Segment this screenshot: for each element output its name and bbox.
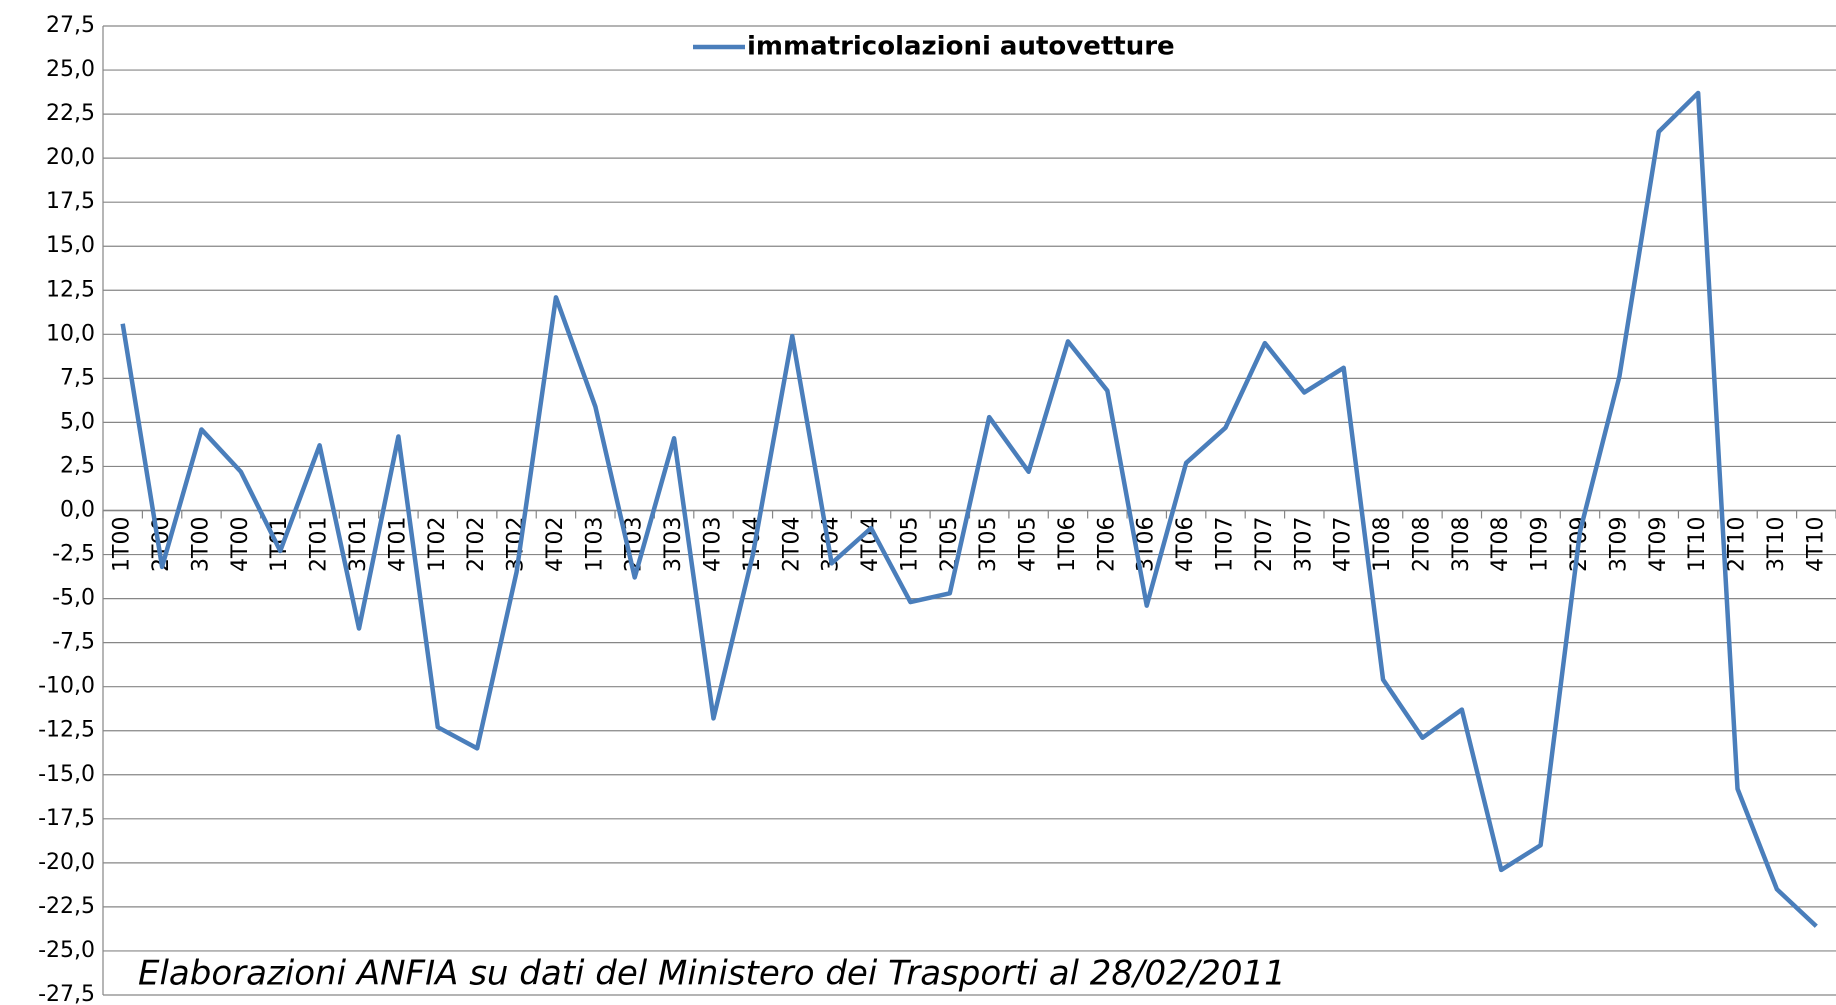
x-tick-label: 4T05 — [1016, 517, 1041, 572]
x-tick-label: 4T08 — [1488, 517, 1513, 572]
x-tick-label: 4T07 — [1331, 517, 1356, 572]
annotation: Elaborazioni ANFIA su dati del Ministero… — [138, 954, 1286, 994]
x-tick-label: 1T02 — [425, 517, 450, 572]
y-tick-label: 12,5 — [46, 277, 95, 302]
x-tick-label: 1T03 — [582, 517, 607, 572]
x-tick-label: 2T01 — [307, 517, 332, 572]
y-tick-label: 25,0 — [46, 57, 95, 82]
legend-label: immatricolazioni autovetture — [747, 32, 1175, 62]
x-tick-label: 3T00 — [188, 517, 213, 572]
x-tick-label: 1T00 — [110, 517, 135, 572]
y-tick-label: 27,5 — [46, 13, 95, 38]
x-tick-label: 2T10 — [1725, 517, 1750, 572]
x-tick-label: 4T01 — [385, 517, 410, 572]
x-tick-label: 1T07 — [1213, 517, 1238, 572]
x-tick-label: 4T00 — [228, 517, 253, 572]
y-tick-label: 20,0 — [46, 145, 95, 170]
y-tick-label: 5,0 — [60, 409, 95, 434]
y-tick-label: -27,5 — [38, 982, 95, 1005]
y-tick-label: -5,0 — [52, 586, 95, 611]
x-tick-label: 4T03 — [700, 517, 725, 572]
x-tick-label: 1T05 — [897, 517, 922, 572]
y-tick-label: 22,5 — [46, 101, 95, 126]
x-tick-label: 3T08 — [1449, 517, 1474, 572]
x-tick-label: 3T07 — [1291, 517, 1316, 572]
x-tick-label: 2T04 — [779, 517, 804, 572]
x-tick-label: 3T10 — [1764, 517, 1789, 572]
x-tick-label: 1T09 — [1528, 517, 1553, 572]
y-tick-label: -12,5 — [38, 718, 95, 743]
y-tick-label: 10,0 — [46, 321, 95, 346]
y-tick-label: -15,0 — [38, 762, 95, 787]
x-tick-label: 1T10 — [1685, 517, 1710, 572]
x-tick-label: 1T08 — [1370, 517, 1395, 572]
x-tick-label: 3T01 — [346, 517, 371, 572]
x-tick-label: 4T06 — [1173, 517, 1198, 572]
y-tick-label: -7,5 — [52, 630, 95, 655]
y-tick-label: -17,5 — [38, 806, 95, 831]
x-tick-label: 3T09 — [1606, 517, 1631, 572]
y-tick-label: -20,0 — [38, 850, 95, 875]
x-tick-label: 2T06 — [1094, 517, 1119, 572]
x-tick-label: 4T10 — [1803, 517, 1828, 572]
x-tick-label: 3T05 — [976, 516, 1001, 571]
x-tick-label: 3T03 — [661, 517, 686, 572]
y-tick-label: 7,5 — [60, 365, 95, 390]
y-tick-label: 15,0 — [46, 233, 95, 258]
x-tick-label: 2T07 — [1252, 517, 1277, 572]
y-tick-label: -25,0 — [38, 938, 95, 963]
series-line — [120, 90, 1818, 928]
y-tick-label: -22,5 — [38, 894, 95, 919]
y-tick-label: 0,0 — [60, 498, 95, 523]
x-tick-label: 2T02 — [464, 517, 489, 572]
y-tick-label: 17,5 — [46, 189, 95, 214]
x-tick-label: 4T09 — [1646, 517, 1671, 572]
x-tick-label: 2T08 — [1409, 517, 1434, 572]
x-tick-label: 1T06 — [1055, 517, 1080, 572]
y-tick-label: -2,5 — [52, 542, 95, 567]
y-tick-label: -10,0 — [38, 674, 95, 699]
y-tick-label: 2,5 — [60, 453, 95, 478]
x-tick-label: 4T02 — [543, 517, 568, 572]
